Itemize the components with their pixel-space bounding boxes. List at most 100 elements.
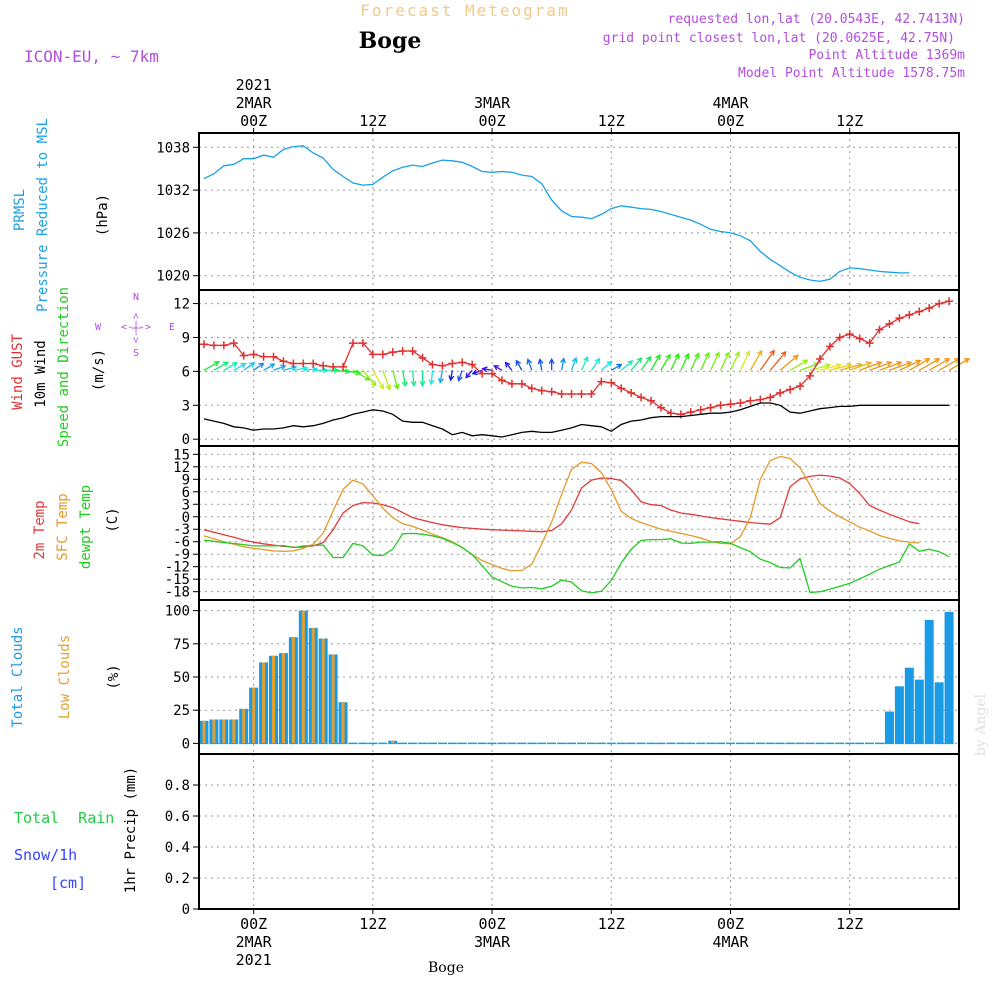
low-cloud-bar <box>262 662 266 744</box>
gust-marker <box>736 399 745 408</box>
wind-speed-dir-label: Speed and Direction <box>56 287 72 447</box>
gust-marker <box>438 361 447 370</box>
wind-arrow <box>590 357 601 371</box>
total-rain-label: Total Rain <box>14 809 114 827</box>
wind-arrow <box>859 361 883 371</box>
wind-arrow <box>779 354 799 371</box>
gust-marker <box>418 353 427 362</box>
wind-arrow <box>899 359 922 371</box>
gust-marker <box>209 341 218 350</box>
wind-arrow <box>438 370 444 384</box>
wind-arrow <box>243 362 256 371</box>
gust-marker <box>905 310 914 319</box>
gust-marker <box>498 376 507 385</box>
wind-arrow <box>548 357 555 371</box>
y-tick-label: 0 <box>182 736 190 752</box>
wind-10m-label: 10m Wind <box>33 340 49 407</box>
low-clouds-label: Low Clouds <box>57 635 73 719</box>
y-tick-label: -6 <box>173 535 190 551</box>
gust-marker <box>925 304 934 313</box>
wind-arrow <box>570 356 578 371</box>
gust-marker <box>329 362 338 371</box>
y-tick-label: 100 <box>165 604 190 620</box>
low-cloud-bar <box>212 719 216 744</box>
bottom-location: Boge <box>428 960 464 976</box>
total-cloud-bar <box>934 682 944 744</box>
wind-arrow <box>537 358 544 371</box>
wind-arrow <box>759 349 775 371</box>
total-cloud-bar <box>904 667 914 744</box>
y-tick-label: 3 <box>182 497 190 513</box>
t2m-label: 2m Temp <box>32 500 48 559</box>
wind-arrow <box>382 370 392 391</box>
low-cloud-bar <box>252 687 256 744</box>
precip-frame <box>198 753 960 910</box>
wind-arrow <box>233 362 247 371</box>
t2m-line <box>203 474 920 548</box>
y-tick-label: 0 <box>182 432 190 448</box>
y-tick-label: 0.6 <box>165 809 190 825</box>
low-cloud-bar <box>272 655 276 744</box>
wind-arrow <box>680 352 690 371</box>
gust-marker <box>647 396 656 405</box>
gust-marker <box>279 357 288 366</box>
top-time-label: 00Z <box>479 112 506 130</box>
top-time-label: 12Z <box>836 112 863 130</box>
low-cloud-bar <box>281 653 285 744</box>
gust-marker <box>229 339 238 348</box>
wind-arrow <box>428 370 435 386</box>
gust-marker <box>219 341 228 350</box>
gust-marker <box>835 333 844 342</box>
wind-arrow <box>829 362 853 371</box>
cloud-labels: Total Clouds Low Clouds (%) <box>10 626 122 727</box>
forecast-title: Forecast Meteogram <box>360 1 569 20</box>
bottom-time-label: 3MAR <box>474 933 511 951</box>
wind-arrow <box>273 364 287 371</box>
gust-marker <box>845 330 854 339</box>
low-cloud-bar <box>391 740 395 744</box>
bottom-time-label: 4MAR <box>712 933 749 951</box>
wind-arrow <box>610 363 623 371</box>
gust-marker <box>726 400 735 409</box>
low-cloud-bar <box>331 654 335 744</box>
wind-arrow <box>362 369 377 387</box>
total-cloud-bar <box>884 711 894 744</box>
bottom-time-label: 12Z <box>359 915 386 933</box>
celsius-unit-label: (C) <box>105 507 121 532</box>
bottom-time-label: 2MAR <box>236 933 273 951</box>
wind-arrow <box>392 370 400 390</box>
wind-arrow <box>700 351 710 371</box>
low-cloud-bar <box>341 702 345 744</box>
prmsl-label: PRMSL <box>12 189 28 231</box>
gust-marker <box>696 405 705 414</box>
precip-panel: 0 0.2 0.4 0.6 0.8 <box>165 753 960 918</box>
gust-marker <box>756 395 765 404</box>
wind-arrow <box>749 349 763 371</box>
y-tick-label: 12 <box>173 297 190 313</box>
gust-marker <box>319 361 328 370</box>
cm-unit-label: [cm] <box>50 874 86 892</box>
gust-marker <box>895 314 904 323</box>
wind-labels: Wind GUST 10m Wind Speed and Direction (… <box>10 287 175 447</box>
gust-marker <box>945 297 954 306</box>
gust-marker <box>388 348 397 357</box>
wind-arrow <box>620 360 634 371</box>
gust-marker <box>527 384 536 393</box>
compass-south: S <box>133 348 139 359</box>
y-tick-label: -3 <box>173 522 190 538</box>
gust-marker <box>796 382 805 391</box>
requested-coords: requested lon,lat (20.0543E, 42.7413N) <box>668 12 965 27</box>
wind-panel: 0 3 6 9 12 <box>173 289 971 448</box>
wind-arrow <box>690 352 700 371</box>
low-cloud-bar <box>222 719 226 744</box>
gust-label: Wind GUST <box>10 334 26 410</box>
wind-arrow <box>869 361 893 371</box>
y-tick-label: -12 <box>165 560 190 576</box>
precip-unit-label: 1hr Precip (mm) <box>123 767 139 893</box>
y-tick-label: 1038 <box>156 140 190 156</box>
gust-marker <box>408 347 417 356</box>
y-tick-label: 0 <box>182 902 190 918</box>
compass-north: N <box>133 292 139 303</box>
wind-arrow <box>263 363 276 371</box>
